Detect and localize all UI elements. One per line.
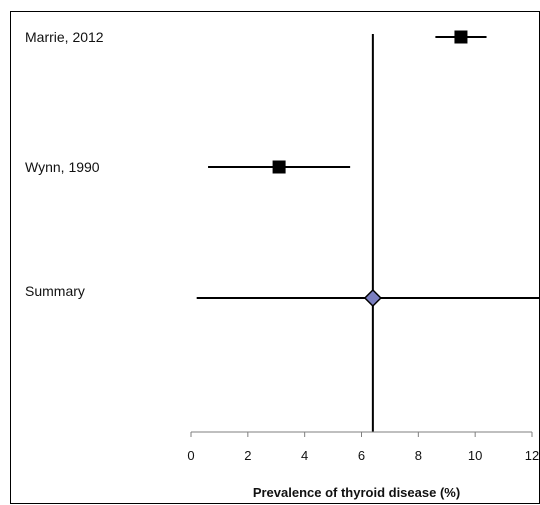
- plot-border: [10, 11, 540, 504]
- summary-label: Summary: [25, 283, 85, 299]
- x-tick-label-6: 12: [525, 448, 539, 463]
- x-tick-label-4: 8: [415, 448, 422, 463]
- study-label-1: Wynn, 1990: [25, 159, 100, 175]
- study-label-0: Marrie, 2012: [25, 29, 104, 45]
- x-tick-label-1: 2: [244, 448, 251, 463]
- study-marker-0: [454, 30, 468, 44]
- x-tick-label-3: 6: [358, 448, 365, 463]
- x-tick-label-0: 0: [187, 448, 194, 463]
- x-tick-label-5: 10: [468, 448, 482, 463]
- x-axis-title: Prevalence of thyroid disease (%): [253, 485, 460, 500]
- summary-diamond: [363, 288, 382, 308]
- study-marker-1: [272, 160, 286, 174]
- x-tick-label-2: 4: [301, 448, 308, 463]
